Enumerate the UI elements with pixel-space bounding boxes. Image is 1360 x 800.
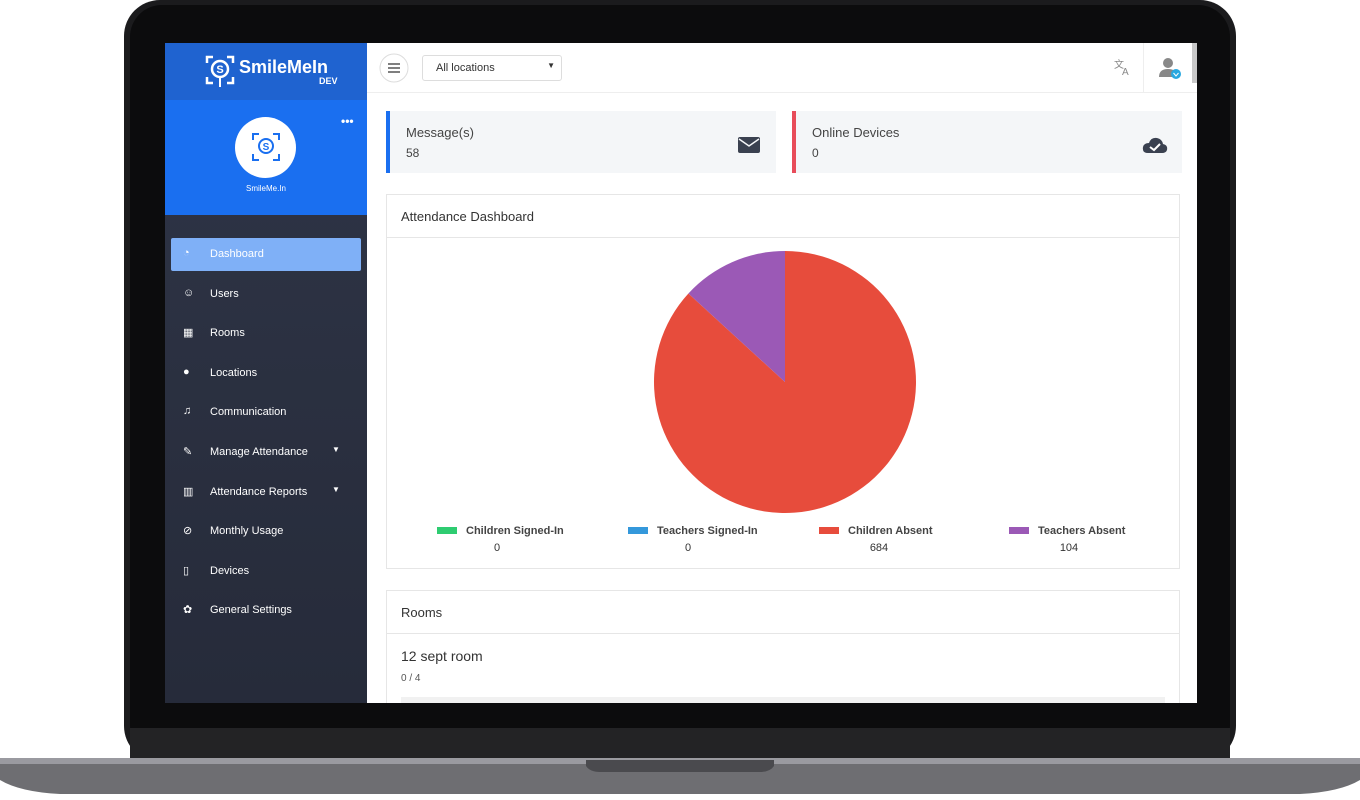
menu-item[interactable]: ◔ Dashboard: [171, 238, 361, 271]
svg-text:S: S: [263, 142, 270, 153]
stat-card: Message(s) 58: [386, 111, 776, 173]
location-select[interactable]: All locations ▼: [422, 55, 562, 81]
legend-swatch[interactable]: [1009, 527, 1029, 534]
avatar[interactable]: S: [235, 117, 296, 178]
menu-label: Monthly Usage: [210, 525, 284, 538]
card-icon: [1142, 137, 1168, 153]
menu-icon: ◔: [183, 247, 190, 259]
legend-swatch[interactable]: [628, 527, 648, 534]
menu-icon: ✿: [183, 604, 193, 617]
avatar-logo: S: [252, 133, 280, 161]
attendance-panel: Attendance Dashboard Children Signed-In 0…: [386, 194, 1180, 569]
envelope: [738, 137, 760, 153]
panel-header: Rooms: [387, 591, 1179, 634]
stat-card: Online Devices 0: [792, 111, 1182, 173]
legend-label[interactable]: Children Signed-In: [466, 525, 564, 537]
scrollbar: [1192, 43, 1197, 83]
menu-item[interactable]: ☺ Users: [171, 278, 361, 311]
menu-item[interactable]: ✿ General Settings: [171, 594, 361, 627]
svg-text:文: 文: [1114, 58, 1124, 71]
logo-bar[interactable]: S SmileMeIn DEV: [165, 43, 367, 100]
attendance-chart: Children Signed-In 0 Teachers Signed-In 0 Ch…: [437, 251, 1126, 554]
dropdown-caret: ▼: [332, 484, 340, 494]
menu-item[interactable]: ▥ Attendance Reports ▼: [171, 476, 361, 509]
card-icon: [738, 137, 760, 153]
check: [1149, 143, 1161, 152]
menu-label: Dashboard: [210, 248, 264, 260]
menu-item[interactable]: ⊘ Monthly Usage: [171, 515, 361, 548]
select-arrow: ▼: [547, 61, 555, 70]
room-progress: [401, 697, 1165, 703]
cloud: [1142, 137, 1168, 153]
svg-text:S: S: [216, 64, 223, 76]
room-count: 0 / 4: [401, 673, 421, 684]
user-menu[interactable]: [1157, 55, 1183, 81]
legend-label[interactable]: Teachers Absent: [1038, 525, 1126, 537]
menu-label: Manage Attendance: [210, 446, 308, 458]
panel-header: Attendance Dashboard: [387, 195, 1179, 238]
profile-name: SmileMe.In: [245, 184, 286, 193]
menu-label: Devices: [210, 564, 250, 577]
divider: [1143, 43, 1144, 92]
menu-icon: ♫: [183, 405, 192, 418]
profile: S SmileMe.In •••: [165, 100, 367, 215]
card-label: Online Devices: [812, 125, 900, 140]
card-value: 0: [812, 146, 819, 160]
rooms-panel: Rooms 12 sept room 0 / 4: [386, 590, 1180, 703]
menu-icon: ☺: [183, 286, 195, 299]
pie-slice[interactable]: [688, 251, 785, 382]
legend-value: 104: [1060, 542, 1078, 554]
dropdown-caret: ▼: [332, 445, 340, 454]
menu-item[interactable]: ♫ Communication: [171, 396, 361, 429]
card-value: 58: [406, 146, 420, 160]
legend-value: 684: [870, 542, 888, 554]
menu-label: Communication: [210, 406, 287, 419]
menu-label: Rooms: [210, 327, 245, 340]
panel-title: Rooms: [401, 605, 443, 620]
panel-title: Attendance Dashboard: [401, 209, 534, 224]
legend-value: 0: [494, 542, 500, 554]
legend-swatch[interactable]: [819, 527, 839, 534]
pie-slice[interactable]: [654, 251, 916, 513]
room-name[interactable]: 12 sept room: [401, 648, 483, 664]
brand-tag: DEV: [319, 76, 338, 86]
menu-item[interactable]: ▦ Rooms: [171, 317, 361, 350]
legend-value: 0: [685, 542, 691, 554]
menu-label: General Settings: [210, 604, 292, 617]
screen: S SmileMeIn DEV S SmileMe.In ••• ◔ Dashbo…: [165, 43, 1197, 703]
sidebar: S SmileMeIn DEV S SmileMe.In ••• ◔ Dashbo…: [165, 43, 367, 703]
menu-label: Attendance Reports: [210, 485, 308, 498]
menu-icon: ▦: [183, 327, 194, 340]
menu-label: Users: [210, 287, 239, 300]
menu-icon: ●: [183, 365, 190, 378]
svg-text:A: A: [1122, 67, 1129, 77]
legend-label[interactable]: Children Absent: [848, 525, 933, 537]
location-select-text: All locations: [436, 62, 495, 74]
legend-swatch[interactable]: [437, 527, 457, 534]
card-label: Message(s): [406, 125, 474, 140]
menu-toggle[interactable]: [379, 53, 409, 83]
menu-item[interactable]: ✎ Manage Attendance ▼: [171, 436, 361, 469]
translate-icon[interactable]: 文A: [1112, 57, 1132, 77]
menu-icon: ✎: [183, 446, 193, 458]
menu-item[interactable]: ▯ Devices: [171, 555, 361, 588]
logo-icon: S: [205, 55, 235, 87]
profile-options[interactable]: •••: [341, 114, 354, 128]
legend-label[interactable]: Teachers Signed-In: [657, 525, 758, 537]
brand-name: SmileMeIn: [239, 57, 329, 77]
menu-icon: ⊘: [183, 525, 193, 538]
menu-icon: ▯: [183, 564, 190, 577]
envelope-flap: [738, 138, 760, 147]
menu-item[interactable]: ● Locations: [171, 357, 361, 390]
menu-label: Locations: [210, 366, 258, 379]
menu-icon: ▥: [183, 485, 194, 498]
